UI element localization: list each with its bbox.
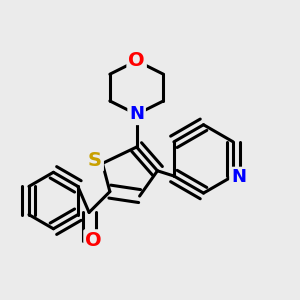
Text: N: N <box>129 105 144 123</box>
Text: O: O <box>128 51 145 70</box>
Text: O: O <box>85 231 102 250</box>
Text: S: S <box>88 151 102 170</box>
Text: N: N <box>231 169 246 187</box>
